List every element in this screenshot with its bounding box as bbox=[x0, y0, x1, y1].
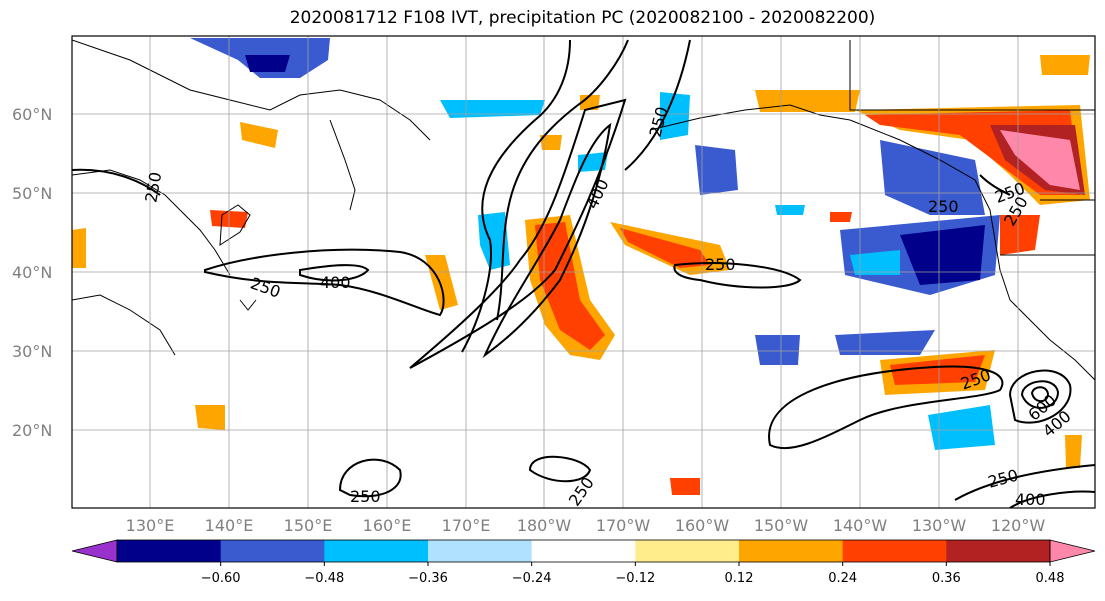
lon-label: 140°E bbox=[205, 516, 254, 535]
contour-label: 400 bbox=[1015, 490, 1046, 509]
colorbar-tick-label: 0.24 bbox=[828, 571, 857, 586]
colorbar-tick-label: 0.36 bbox=[932, 571, 961, 586]
contour-label: 250 bbox=[705, 255, 736, 274]
lon-label: 160°E bbox=[363, 516, 412, 535]
lon-label: 130°W bbox=[912, 516, 967, 535]
contour-label: 400 bbox=[320, 273, 351, 292]
colorbar-segment bbox=[739, 540, 844, 562]
colorbar-segment bbox=[220, 540, 325, 562]
colorbar-outline bbox=[116, 539, 1051, 563]
contour-label: 250 bbox=[350, 487, 381, 506]
gridlines bbox=[72, 36, 1095, 508]
colorbar-segment bbox=[428, 540, 533, 562]
colorbar-extend-left bbox=[71, 539, 118, 563]
colorbar-tick-label: −0.12 bbox=[615, 571, 655, 586]
colorbar-tick-label: −0.48 bbox=[304, 571, 344, 586]
latitude-labels: 60°N 50°N 40°N 30°N 20°N bbox=[12, 105, 52, 440]
ivt-contours bbox=[72, 39, 1095, 508]
colorbar-tick-label: −0.60 bbox=[201, 571, 241, 586]
colorbar-tick-label: 0.12 bbox=[725, 571, 754, 586]
colorbar-tick-label: 0.48 bbox=[1036, 571, 1065, 586]
colorbar-segment bbox=[842, 540, 947, 562]
lat-label: 30°N bbox=[12, 342, 52, 361]
lon-label: 130°E bbox=[126, 516, 175, 535]
colorbar-tick-label: −0.24 bbox=[512, 571, 552, 586]
lon-label: 180°W bbox=[517, 516, 572, 535]
lon-label: 150°W bbox=[754, 516, 809, 535]
lon-label: 170°W bbox=[596, 516, 651, 535]
colorbar-ticks: −0.60 −0.48 −0.36 −0.24 −0.12 0.12 0.24 0.36 0.4… bbox=[201, 562, 1065, 586]
coastlines bbox=[72, 39, 1095, 381]
lon-label: 160°W bbox=[675, 516, 730, 535]
contour-label: 250 bbox=[928, 197, 959, 216]
longitude-labels: 130°E 140°E 150°E 160°E 170°E 180°W 170°… bbox=[126, 516, 1046, 535]
lat-label: 50°N bbox=[12, 184, 52, 203]
colorbar: −0.60 −0.48 −0.36 −0.24 −0.12 0.12 0.24 0.36 0.4… bbox=[71, 539, 1096, 586]
colorbar-segment bbox=[531, 540, 636, 562]
lon-label: 170°E bbox=[442, 516, 491, 535]
map-title: 2020081712 F108 IVT, precipitation PC (2… bbox=[289, 8, 876, 28]
colorbar-segment bbox=[946, 540, 1051, 562]
colorbar-segment bbox=[117, 540, 222, 562]
colorbar-segments bbox=[71, 539, 1096, 563]
colorbar-segment bbox=[635, 540, 740, 562]
map-border bbox=[71, 35, 1096, 509]
lat-label: 60°N bbox=[12, 105, 52, 124]
lon-label: 150°E bbox=[284, 516, 333, 535]
colorbar-tick-label: −0.36 bbox=[408, 571, 448, 586]
lon-label: 120°W bbox=[991, 516, 1046, 535]
colorbar-extend-right bbox=[1049, 539, 1096, 563]
lat-label: 20°N bbox=[12, 421, 52, 440]
lon-label: 140°W bbox=[833, 516, 888, 535]
lat-label: 40°N bbox=[12, 263, 52, 282]
precipitation-shading bbox=[72, 38, 1090, 495]
colorbar-segment bbox=[324, 540, 429, 562]
